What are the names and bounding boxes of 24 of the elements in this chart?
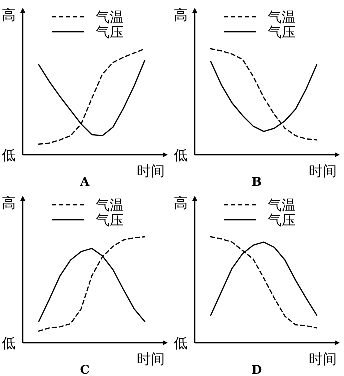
text: D bbox=[252, 363, 262, 376]
legend-label: 气温 bbox=[96, 198, 124, 214]
text: 低 bbox=[174, 148, 188, 164]
text: 高 bbox=[174, 196, 188, 212]
x-axis-title: 时间 bbox=[137, 352, 165, 368]
x-axis-title: 时间 bbox=[309, 352, 337, 368]
text: A bbox=[79, 175, 90, 189]
x-axis-title: 时间 bbox=[309, 164, 337, 180]
text: 低 bbox=[2, 336, 16, 352]
text: C bbox=[80, 363, 90, 376]
x-axis-title: 时间 bbox=[137, 164, 165, 180]
text: 高 bbox=[174, 8, 188, 24]
legend-label: 气压 bbox=[96, 213, 124, 229]
legend-label: 气温 bbox=[268, 10, 296, 26]
legend-label: 气温 bbox=[268, 198, 296, 214]
text: 高 bbox=[2, 196, 16, 212]
text: 低 bbox=[174, 336, 188, 352]
legend-label: 气压 bbox=[268, 213, 296, 229]
text: 高 bbox=[2, 8, 16, 24]
legend-label: 气温 bbox=[96, 10, 124, 26]
text: B bbox=[252, 175, 262, 189]
legend-label: 气压 bbox=[268, 25, 296, 41]
legend-label: 气压 bbox=[96, 25, 124, 41]
text: 低 bbox=[2, 148, 16, 164]
